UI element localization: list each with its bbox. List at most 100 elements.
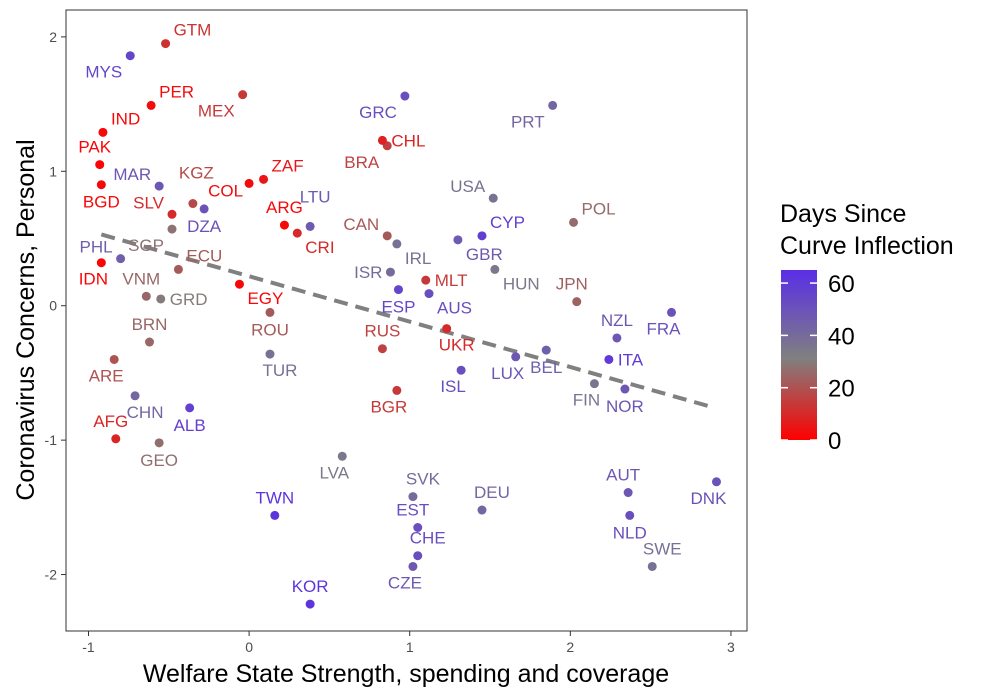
point-label-arg: ARG	[266, 198, 303, 217]
point-label-lva: LVA	[319, 463, 349, 482]
y-axis: -2 -1 0 1 2	[45, 29, 66, 583]
point-label-ukr: UKR	[439, 336, 475, 355]
point-label-nld: NLD	[613, 523, 647, 542]
point-label-aut: AUT	[606, 466, 640, 485]
point-irl	[392, 239, 402, 249]
legend-title-line-2: Curve Inflection	[780, 232, 954, 260]
point-chl	[377, 135, 387, 145]
point-label-swe: SWE	[643, 539, 682, 558]
point-label-usa: USA	[450, 177, 486, 196]
point-rou	[265, 307, 275, 317]
point-label-ita: ITA	[618, 350, 644, 369]
point-ukr	[442, 324, 452, 334]
point-label-kor: KOR	[292, 577, 329, 596]
x-axis: -1 0 1 2 3	[82, 631, 735, 655]
point-label-mys: MYS	[85, 63, 122, 82]
point-label-grd: GRD	[170, 290, 208, 309]
point-label-mlt: MLT	[435, 271, 468, 290]
point-label-mex: MEX	[198, 102, 235, 121]
point-label-ecu: ECU	[186, 246, 222, 265]
point-phl	[116, 254, 126, 264]
point-isr	[385, 267, 395, 277]
x-tick-label: -1	[82, 639, 95, 655]
point-label-pol: POL	[582, 199, 616, 218]
point-label-esp: ESP	[381, 298, 415, 317]
point-mlt	[421, 275, 431, 285]
point-label-dza: DZA	[187, 217, 222, 236]
legend-tick-label: 0	[828, 428, 841, 455]
point-label-twn: TWN	[255, 488, 294, 507]
point-aut	[623, 488, 633, 498]
point-mex	[238, 90, 248, 100]
point-label-mar: MAR	[113, 165, 151, 184]
y-axis-title: Coronavirus Concerns, Personal	[12, 139, 40, 500]
point-label-sgp: SGP	[128, 236, 164, 255]
point-label-bra: BRA	[344, 153, 380, 172]
x-axis-title: Welfare State Strength, spending and cov…	[143, 660, 669, 688]
point-label-rus: RUS	[364, 322, 400, 341]
point-nor	[620, 384, 630, 394]
point-label-tur: TUR	[263, 361, 298, 380]
legend-tick-label: 20	[828, 376, 855, 403]
point-are	[109, 354, 119, 364]
point-label-dnk: DNK	[691, 489, 728, 508]
point-deu	[477, 505, 487, 515]
y-tick-label: 2	[49, 29, 57, 45]
point-arg	[279, 220, 289, 230]
point-label-idn: IDN	[79, 270, 108, 289]
y-tick-label: -2	[45, 567, 58, 583]
point-label-chl: CHL	[391, 131, 425, 150]
point-label-ltu: LTU	[300, 187, 331, 206]
point-vnm	[141, 291, 151, 301]
point-cri	[292, 228, 302, 238]
point-geo	[154, 438, 164, 448]
point-mar	[154, 181, 164, 191]
point-lva	[337, 451, 347, 461]
legend-tick-label: 60	[828, 271, 855, 298]
point-gbr	[453, 235, 463, 245]
point-prt	[548, 100, 558, 110]
point-usa	[488, 193, 498, 203]
y-tick-label: 1	[49, 163, 57, 179]
point-mys	[125, 51, 135, 61]
point-chn	[130, 391, 140, 401]
point-label-gtm: GTM	[174, 21, 212, 40]
point-tur	[265, 349, 275, 359]
point-aus	[424, 289, 434, 299]
point-idn	[96, 258, 106, 268]
point-kgz	[188, 199, 198, 209]
point-label-lux: LUX	[491, 364, 524, 383]
point-isl	[456, 365, 466, 375]
legend-tick-label: 40	[828, 323, 855, 350]
x-tick-label: 2	[566, 639, 574, 655]
point-nld	[625, 510, 635, 520]
point-label-phl: PHL	[80, 238, 113, 257]
point-hun	[490, 264, 500, 274]
y-tick-label: -1	[45, 432, 58, 448]
point-label-pak: PAK	[78, 138, 111, 157]
point-ecu	[173, 264, 183, 274]
point-label-fin: FIN	[573, 391, 600, 410]
point-label-aus: AUS	[437, 299, 472, 318]
point-label-are: ARE	[89, 366, 124, 385]
point-sgp	[167, 224, 177, 234]
y-tick-label: 0	[49, 298, 57, 314]
point-col	[244, 178, 254, 188]
legend-ticks: 0 20 40 60	[781, 271, 855, 455]
point-pak	[95, 160, 105, 170]
trend-line-layer	[100, 232, 716, 410]
point-label-slv: SLV	[133, 193, 165, 212]
point-label-rou: ROU	[251, 320, 289, 339]
point-label-bgd: BGD	[83, 193, 120, 212]
trend-line	[100, 232, 716, 410]
legend-title-line-1: Days Since	[780, 200, 906, 228]
point-ita	[604, 354, 614, 364]
point-label-fra: FRA	[647, 319, 682, 338]
point-fin	[589, 379, 599, 389]
point-label-che: CHE	[410, 529, 446, 548]
point-ltu	[305, 221, 315, 231]
point-label-cri: CRI	[305, 238, 334, 257]
legend: Days Since Curve Inflection 0 20 40 60	[780, 200, 954, 455]
